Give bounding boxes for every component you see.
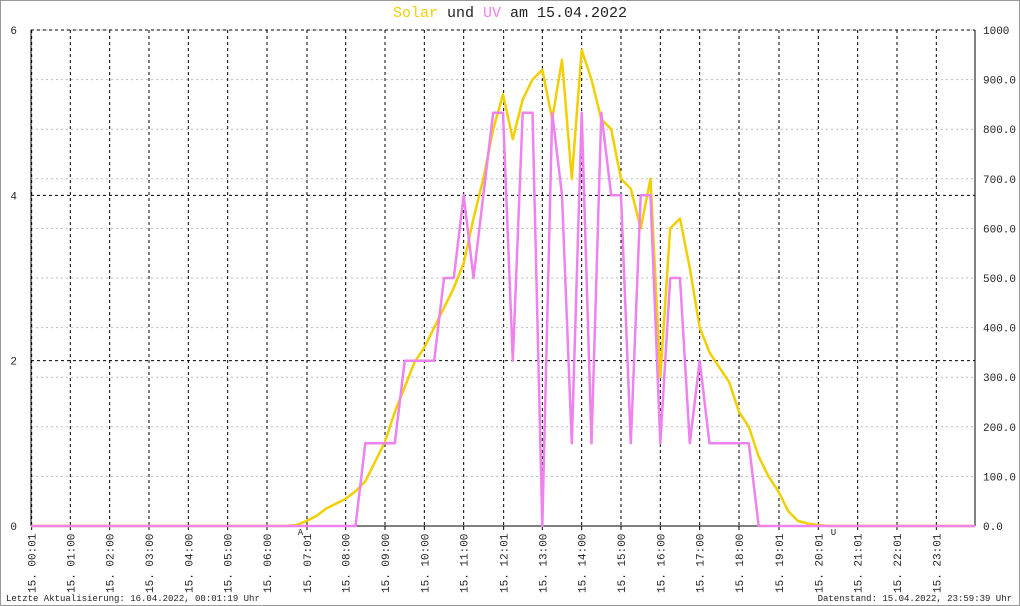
x-tick-label: 15. 01:00 — [66, 534, 78, 593]
y2-tick-label: 200.0 — [983, 423, 1016, 435]
x-tick-label: 15. 03:00 — [145, 534, 157, 593]
y-tick-label: 6 — [10, 26, 17, 38]
y2-tick-label: 800.0 — [983, 125, 1016, 137]
x-tick-label: 15. 18:00 — [735, 534, 747, 593]
footer-left: Letzte Aktualisierung: 16.04.2022, 00:01… — [6, 594, 260, 604]
series-line — [31, 111, 975, 528]
x-tick-label: 15. 04:00 — [184, 534, 196, 593]
x-tick-label: 15. 09:00 — [381, 534, 393, 593]
footer-right: Datenstand: 15.04.2022, 23:59:39 Uhr — [818, 594, 1012, 604]
title-solar: Solar — [393, 5, 438, 22]
y-tick-label: 0 — [10, 522, 17, 534]
y2-tick-label: 1000 — [983, 26, 1009, 38]
x-tick-label: 15. 19:01 — [775, 533, 787, 593]
y-tick-label: 4 — [10, 191, 17, 203]
x-tick-label: 15. 15:00 — [617, 534, 629, 593]
x-tick-label: 15. 16:00 — [656, 534, 668, 593]
y2-tick-label: 600.0 — [983, 224, 1016, 236]
y2-tick-label: 500.0 — [983, 274, 1016, 286]
x-tick-label: 15. 22:01 — [893, 533, 905, 593]
x-tick-label: 15. 21:01 — [854, 533, 866, 593]
x-tick-label: 15. 05:00 — [224, 534, 236, 593]
annotation: U — [831, 528, 836, 538]
y2-tick-label: 300.0 — [983, 373, 1016, 385]
y2-tick-label: 400.0 — [983, 324, 1016, 336]
y-tick-label: 2 — [10, 357, 17, 369]
x-tick-label: 15. 06:00 — [263, 534, 275, 593]
x-tick-label: 15. 10:00 — [420, 534, 432, 593]
x-tick-label: 15. 13:00 — [538, 534, 550, 593]
x-tick-label: 15. 11:00 — [460, 534, 472, 593]
x-tick-label: 15. 08:00 — [342, 534, 354, 593]
series-line — [31, 48, 975, 528]
y2-tick-label: 100.0 — [983, 472, 1016, 484]
annotation: A — [298, 528, 304, 538]
x-tick-label: 15. 17:00 — [696, 534, 708, 593]
x-tick-label: 15. 12:01 — [500, 533, 512, 593]
x-tick-label: 15. 02:00 — [106, 534, 118, 593]
y2-tick-label: 900.0 — [983, 76, 1016, 88]
x-tick-label: 15. 20:01 — [814, 533, 826, 593]
title-suffix: am 15.04.2022 — [510, 5, 627, 22]
x-tick-label: 15. 07:01 — [303, 533, 315, 593]
x-tick-label: 15. 00:01 — [28, 533, 40, 593]
x-tick-label: 15. 23:01 — [932, 533, 944, 593]
chart-title: Solar und UV am 15.04.2022 — [393, 5, 627, 22]
title-join: und — [447, 5, 474, 22]
y2-tick-label: 700.0 — [983, 175, 1016, 187]
title-uv: UV — [483, 5, 501, 22]
x-tick-label: 15. 14:00 — [578, 534, 590, 593]
y2-tick-label: 0.0 — [983, 522, 1003, 534]
